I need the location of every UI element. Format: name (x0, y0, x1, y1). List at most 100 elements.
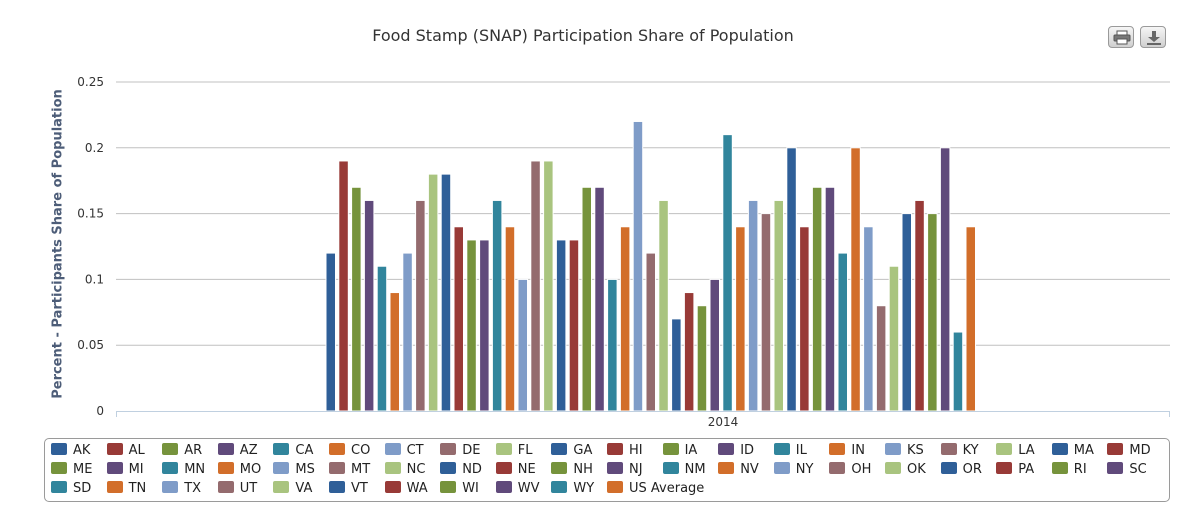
legend-item-ct[interactable]: CT (384, 442, 424, 460)
legend-item-ny[interactable]: NY (773, 461, 813, 479)
legend-item-wi[interactable]: WI (440, 480, 479, 498)
bar-il[interactable] (491, 199, 503, 412)
bar-de[interactable] (415, 199, 426, 412)
legend-item-nj[interactable]: NJ (607, 461, 643, 479)
legend-item-ne[interactable]: NE (495, 461, 536, 479)
download-button[interactable] (1140, 26, 1166, 48)
legend-item-pa[interactable]: PA (996, 461, 1034, 479)
bar-ky[interactable] (530, 160, 541, 412)
bar-va[interactable] (888, 265, 900, 412)
legend-item-oh[interactable]: OH (829, 461, 871, 479)
bar-nj[interactable] (709, 278, 720, 412)
legend-item-ga[interactable]: GA (551, 442, 592, 460)
bar-ma[interactable] (555, 239, 567, 412)
bar-ak[interactable] (325, 252, 336, 412)
legend-item-nh[interactable]: NH (551, 461, 593, 479)
legend-item-ks[interactable]: KS (885, 442, 924, 460)
bar-hi[interactable] (453, 226, 464, 412)
bar-pa[interactable] (799, 226, 810, 412)
bar-tn[interactable] (850, 147, 861, 412)
bar-in[interactable] (504, 226, 516, 412)
legend-item-ma[interactable]: MA (1051, 442, 1094, 460)
bar-oh[interactable] (760, 213, 772, 412)
legend-item-wa[interactable]: WA (384, 480, 428, 498)
bar-vt[interactable] (901, 213, 912, 412)
legend-item-us-average[interactable]: US Average (607, 480, 704, 498)
bar-ut[interactable] (875, 305, 887, 412)
legend-item-mi[interactable]: MI (106, 461, 144, 479)
bar-ca[interactable] (376, 265, 388, 412)
legend-item-wy[interactable]: WY (551, 480, 594, 498)
legend-item-co[interactable]: CO (329, 442, 370, 460)
legend-item-mt[interactable]: MT (329, 461, 370, 479)
bar-ct[interactable] (402, 252, 413, 412)
bar-az[interactable] (363, 199, 375, 412)
bar-sd[interactable] (837, 252, 848, 412)
bar-ar[interactable] (351, 186, 362, 412)
bar-md[interactable] (568, 239, 580, 412)
legend-item-in[interactable]: IN (829, 442, 865, 460)
bar-wy[interactable] (952, 331, 964, 412)
legend-item-ok[interactable]: OK (885, 461, 926, 479)
legend-item-wv[interactable]: WV (495, 480, 540, 498)
bar-wv[interactable] (939, 147, 951, 412)
bar-tx[interactable] (863, 226, 874, 412)
bar-us-average[interactable] (965, 226, 976, 412)
bar-nm[interactable] (722, 134, 733, 412)
legend-item-nd[interactable]: ND (440, 461, 482, 479)
legend-item-mo[interactable]: MO (217, 461, 261, 479)
print-button[interactable] (1108, 26, 1134, 48)
legend-item-ar[interactable]: AR (162, 442, 202, 460)
bar-co[interactable] (389, 292, 400, 412)
legend-item-tx[interactable]: TX (162, 480, 201, 498)
bar-ok[interactable] (773, 199, 784, 412)
legend-item-tn[interactable]: TN (106, 480, 146, 498)
bar-id[interactable] (479, 239, 490, 412)
legend-item-ms[interactable]: MS (273, 461, 315, 479)
bar-wa[interactable] (914, 199, 925, 412)
legend-item-hi[interactable]: HI (607, 442, 643, 460)
bar-mo[interactable] (619, 226, 631, 412)
bar-me[interactable] (581, 186, 592, 412)
legend-item-vt[interactable]: VT (329, 480, 368, 498)
bar-mi[interactable] (594, 186, 605, 412)
legend-item-sc[interactable]: SC (1107, 461, 1147, 479)
legend-item-md[interactable]: MD (1107, 442, 1151, 460)
legend-item-ri[interactable]: RI (1051, 461, 1087, 479)
legend-item-az[interactable]: AZ (217, 442, 258, 460)
bar-or[interactable] (786, 147, 797, 412)
bar-nh[interactable] (696, 305, 708, 412)
bar-ks[interactable] (517, 278, 528, 412)
bar-sc[interactable] (824, 186, 836, 412)
legend-item-sd[interactable]: SD (51, 480, 91, 498)
bar-ia[interactable] (466, 239, 477, 412)
legend-item-mn[interactable]: MN (162, 461, 205, 479)
legend-item-nc[interactable]: NC (384, 461, 425, 479)
legend-item-nm[interactable]: NM (662, 461, 706, 479)
legend-item-id[interactable]: ID (718, 442, 754, 460)
legend-item-ia[interactable]: IA (662, 442, 697, 460)
bar-ny[interactable] (747, 199, 759, 412)
legend-item-il[interactable]: IL (773, 442, 807, 460)
bar-ga[interactable] (440, 173, 452, 412)
bar-fl[interactable] (427, 173, 439, 412)
bar-wi[interactable] (927, 213, 938, 412)
bar-nv[interactable] (735, 226, 746, 412)
legend-item-al[interactable]: AL (106, 442, 145, 460)
legend-item-de[interactable]: DE (440, 442, 480, 460)
bar-nc[interactable] (658, 199, 669, 412)
legend-item-ut[interactable]: UT (217, 480, 257, 498)
bar-ms[interactable] (632, 120, 644, 412)
legend-item-nv[interactable]: NV (718, 461, 759, 479)
legend-item-or[interactable]: OR (940, 461, 982, 479)
bar-mn[interactable] (607, 278, 618, 412)
bar-nd[interactable] (671, 318, 682, 412)
legend-item-fl[interactable]: FL (495, 442, 533, 460)
legend-item-ky[interactable]: KY (940, 442, 979, 460)
bar-al[interactable] (338, 160, 349, 412)
bar-ri[interactable] (811, 186, 823, 412)
bar-la[interactable] (543, 160, 554, 412)
legend-item-ak[interactable]: AK (51, 442, 90, 460)
legend-item-la[interactable]: LA (996, 442, 1035, 460)
bar-mt[interactable] (645, 252, 656, 412)
